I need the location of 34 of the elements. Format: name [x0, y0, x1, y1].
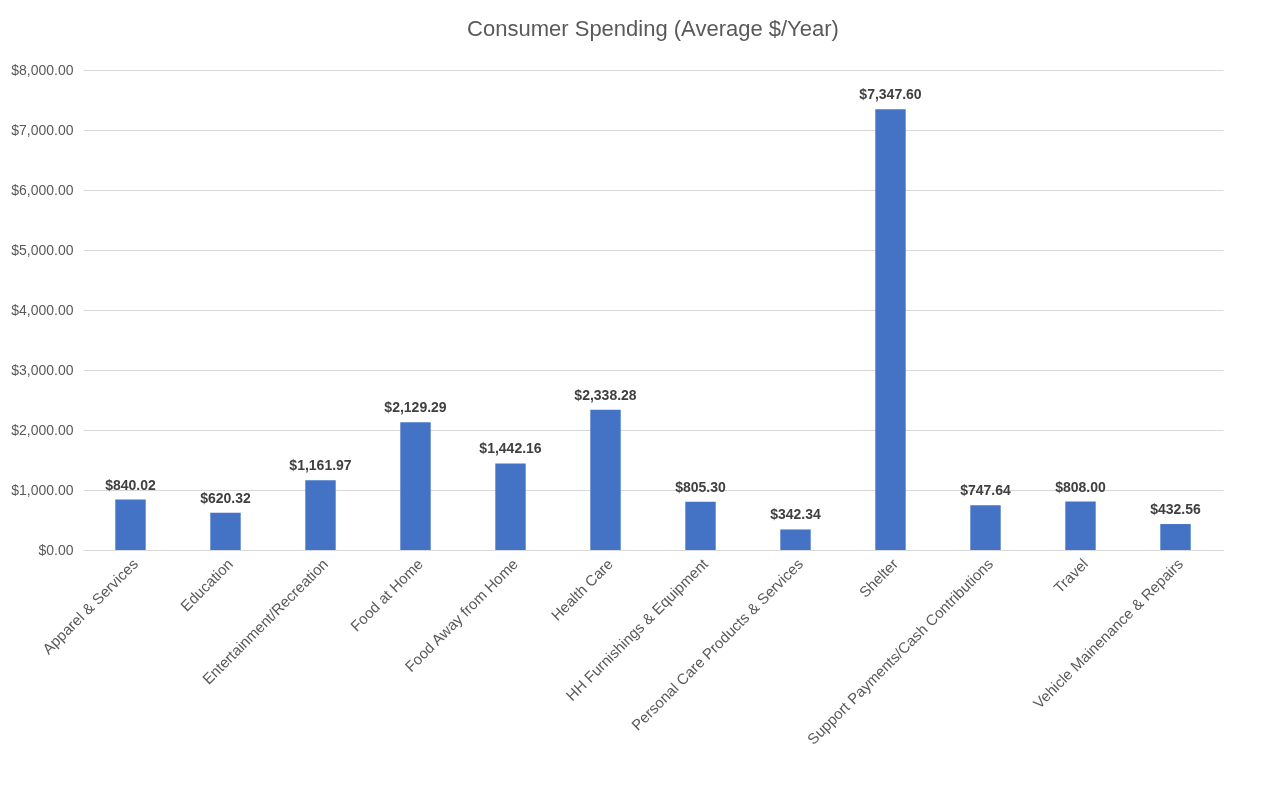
- y-tick-label: $2,000.00: [11, 421, 74, 438]
- bar: [1160, 524, 1191, 550]
- bar: [685, 501, 716, 550]
- y-tick-label: $3,000.00: [11, 361, 74, 378]
- bar: [970, 505, 1001, 550]
- data-label: $1,161.97: [289, 457, 352, 474]
- data-label: $808.00: [1055, 478, 1107, 495]
- data-label: $7,347.60: [859, 86, 922, 103]
- data-label: $432.56: [1150, 501, 1202, 518]
- data-label: $2,129.29: [384, 399, 447, 416]
- y-tick-label: $8,000.00: [11, 61, 74, 78]
- data-label: $2,338.28: [574, 386, 637, 403]
- data-label: $805.30: [675, 478, 727, 495]
- bar: [590, 409, 621, 550]
- data-label: $620.32: [200, 489, 252, 506]
- bar: [115, 499, 146, 550]
- bar: [495, 463, 526, 550]
- bar: [305, 480, 336, 550]
- bar: [780, 529, 811, 550]
- y-tick-label: $1,000.00: [11, 481, 74, 498]
- data-label: $747.64: [960, 482, 1012, 499]
- bar: [1065, 501, 1096, 550]
- bar: [210, 512, 241, 550]
- y-tick-label: $7,000.00: [11, 121, 74, 138]
- bar: [400, 422, 431, 550]
- data-label: $342.34: [770, 506, 822, 523]
- data-label: $840.02: [105, 476, 157, 493]
- bar: [875, 109, 906, 550]
- y-tick-label: $4,000.00: [11, 301, 74, 318]
- y-tick-label: $6,000.00: [11, 181, 74, 198]
- chart-title: Consumer Spending (Average $/Year): [467, 16, 839, 41]
- y-tick-label: $5,000.00: [11, 241, 74, 258]
- y-tick-label: $0.00: [38, 541, 74, 558]
- data-label: $1,442.16: [479, 440, 542, 457]
